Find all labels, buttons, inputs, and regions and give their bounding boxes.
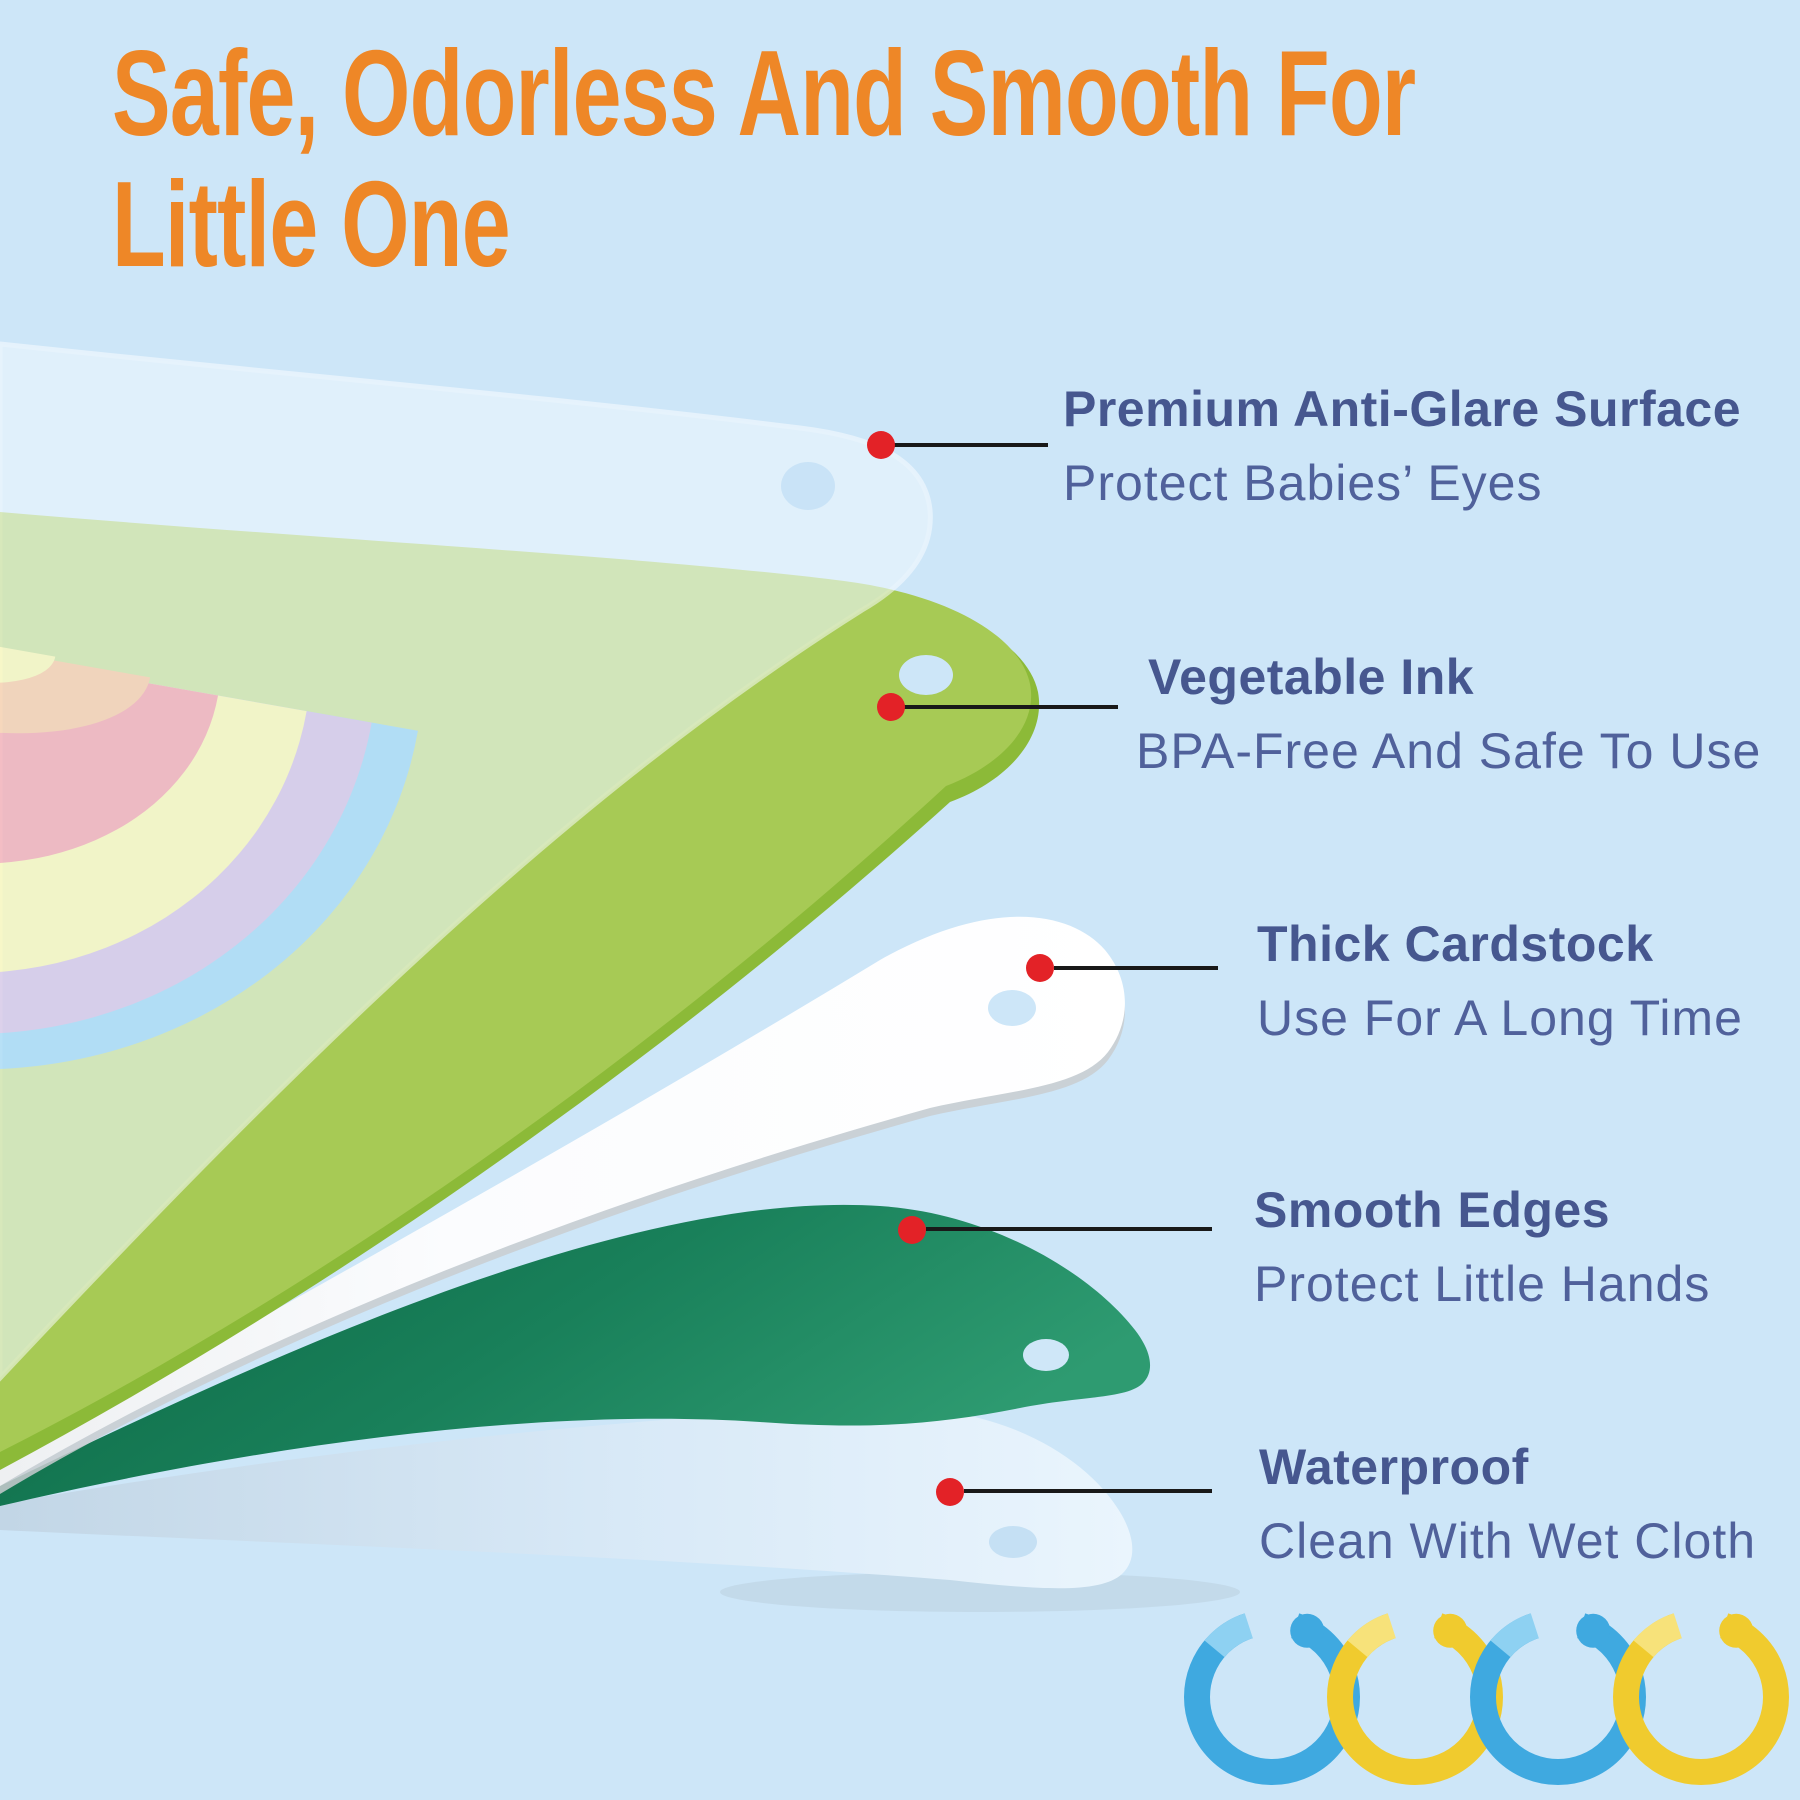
callout-vegetable-ink: Vegetable Ink BPA-Free And Safe To Use: [1136, 640, 1761, 788]
callout-vegetable-ink-subtitle: BPA-Free And Safe To Use: [1136, 723, 1762, 779]
smooth-edges-sheet-shape: [0, 1204, 1151, 1506]
anti-glare-sheet-shape: [0, 341, 933, 1382]
callout-vegetable-ink-title: Vegetable Ink: [1148, 649, 1475, 705]
anti-glare-surface-sheet: [0, 341, 933, 1382]
printed-sheet-hole: [899, 655, 953, 695]
callout-dot-waterproof: [936, 1478, 964, 1506]
smooth-edges-sheet: [0, 1204, 1151, 1506]
callout-pointers: [867, 431, 1218, 1506]
thick-cardstock-sheet: [0, 916, 1125, 1494]
waterproof-sheet-shadow: [720, 1572, 1240, 1612]
binder-ring-yellow-2: [1613, 1607, 1789, 1785]
thick-cardstock-sheet-shape: [0, 916, 1125, 1486]
callout-dot-anti-glare: [867, 431, 895, 459]
smooth-edges-sheet-hole: [1023, 1339, 1069, 1371]
callout-waterproof: Waterproof Clean With Wet Cloth: [1259, 1430, 1756, 1578]
callout-dot-vegetable-ink: [877, 693, 905, 721]
page-title-line-2: Little One: [112, 156, 511, 292]
callout-waterproof-title: Waterproof: [1259, 1439, 1529, 1495]
callout-thick-cardstock: Thick Cardstock Use For A Long Time: [1257, 907, 1743, 1055]
callout-waterproof-subtitle: Clean With Wet Cloth: [1259, 1513, 1757, 1569]
callout-anti-glare: Premium Anti-Glare Surface Protect Babie…: [1063, 372, 1741, 520]
callout-smooth-edges-subtitle: Protect Little Hands: [1254, 1256, 1711, 1312]
waterproof-sheet: [0, 1407, 1240, 1612]
callout-thick-cardstock-subtitle: Use For A Long Time: [1257, 990, 1743, 1046]
waterproof-sheet-hole: [989, 1526, 1037, 1558]
callout-anti-glare-subtitle: Protect Babies’ Eyes: [1063, 455, 1543, 511]
callout-smooth-edges: Smooth Edges Protect Little Hands: [1254, 1173, 1710, 1321]
binder-rings: [1184, 1607, 1789, 1785]
callout-dot-smooth-edges: [898, 1216, 926, 1244]
thick-cardstock-sheet-hole: [988, 990, 1036, 1026]
anti-glare-sheet-hole: [781, 462, 835, 510]
callout-anti-glare-title: Premium Anti-Glare Surface: [1063, 381, 1742, 437]
waterproof-sheet-shape: [0, 1407, 1133, 1589]
callout-thick-cardstock-title: Thick Cardstock: [1257, 916, 1654, 972]
callout-smooth-edges-title: Smooth Edges: [1254, 1182, 1611, 1238]
callout-dot-thick-cardstock: [1026, 954, 1054, 982]
page-title: Safe, Odorless And Smooth For Little One: [112, 25, 1416, 292]
page-title-line-1: Safe, Odorless And Smooth For: [112, 25, 1416, 161]
